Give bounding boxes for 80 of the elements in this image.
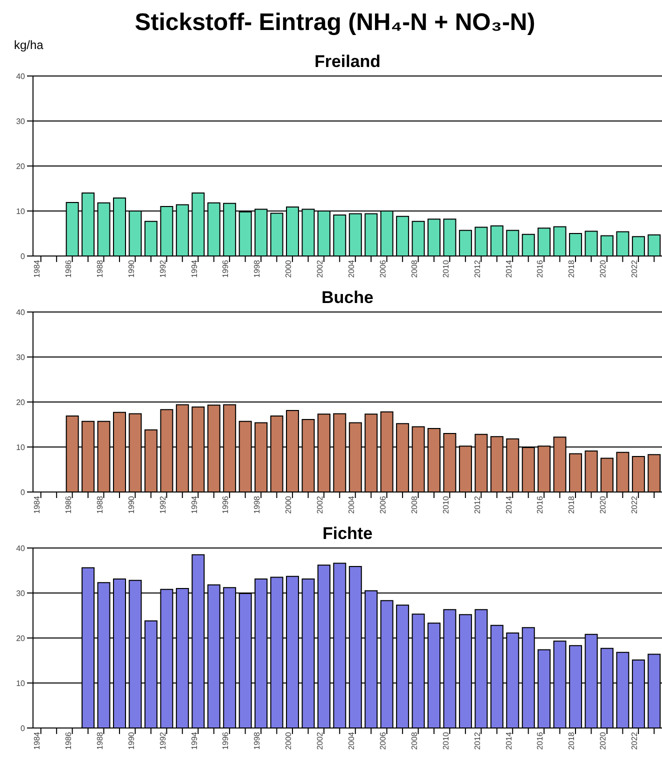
x-tick-label: 1988 <box>95 731 104 750</box>
x-tick-label: 2012 <box>472 731 482 750</box>
x-tick-label: 2004 <box>347 495 356 514</box>
x-tick-label: 2000 <box>284 259 294 278</box>
x-tick-label: 2016 <box>536 259 545 278</box>
x-tick-label: 1984 <box>32 731 42 750</box>
x-tick-label: 2020 <box>598 495 608 514</box>
x-tick-label: 1994 <box>190 495 199 514</box>
x-tick-label: 1988 <box>95 259 104 278</box>
x-tick-label: 2016 <box>536 495 545 514</box>
y-tick-label: 0 <box>20 488 26 497</box>
chart-subtitle: Freiland <box>314 52 381 71</box>
x-tick-label: 1990 <box>126 731 136 750</box>
x-tick-label: 2016 <box>536 731 545 750</box>
x-tick-label: 1988 <box>95 495 104 514</box>
x-tick-label: 2018 <box>567 731 576 750</box>
x-tick-label: 2012 <box>472 259 482 278</box>
x-tick-label: 1998 <box>252 495 262 514</box>
x-tick-label: 1984 <box>32 259 42 278</box>
x-tick-label: 2002 <box>316 495 325 514</box>
y-tick-label: 20 <box>16 634 26 643</box>
y-tick-label: 40 <box>16 308 26 317</box>
x-tick-label: 1990 <box>126 259 136 278</box>
x-tick-label: 2000 <box>284 731 294 750</box>
x-tick-label: 1996 <box>221 731 230 750</box>
x-tick-label: 1996 <box>221 259 230 278</box>
x-tick-label: 1998 <box>252 731 262 750</box>
x-tick-label: 2022 <box>630 731 640 750</box>
x-tick-label: 2002 <box>316 731 325 750</box>
y-axis-title: kg/ha <box>13 38 44 52</box>
x-tick-label: 1986 <box>64 495 73 514</box>
x-tick-label: 1994 <box>190 731 199 750</box>
x-tick-label: 2014 <box>504 731 514 750</box>
x-tick-label: 2008 <box>410 495 419 514</box>
chart-title: Fichte <box>322 524 373 543</box>
x-tick-label: 2020 <box>598 259 608 278</box>
x-tick-label: 1996 <box>221 495 230 514</box>
x-tick-label: 1998 <box>252 259 262 278</box>
y-tick-label: 10 <box>16 206 26 216</box>
x-tick-label: 2008 <box>410 259 419 278</box>
x-tick-label: 2000 <box>284 495 294 514</box>
x-tick-label: 2018 <box>567 495 576 514</box>
y-tick-label: 0 <box>20 252 26 261</box>
x-tick-label: 1994 <box>190 259 199 278</box>
x-tick-label: 2006 <box>378 731 388 750</box>
chart-title: Stickstoff- Eintrag (NH₄-N + NO₃-N) <box>134 8 536 38</box>
x-tick-label: 1986 <box>64 259 73 278</box>
y-tick-label: 0 <box>20 724 26 733</box>
x-tick-label: 2002 <box>316 259 325 278</box>
x-tick-label: 2010 <box>441 495 450 514</box>
y-tick-label: 10 <box>16 678 26 688</box>
x-tick-label: 2006 <box>378 495 388 514</box>
y-tick-label: 20 <box>16 162 26 171</box>
x-tick-label: 2018 <box>567 259 576 278</box>
x-tick-label: 1984 <box>32 495 42 514</box>
y-tick-label: 30 <box>16 588 26 598</box>
x-tick-label: 2014 <box>504 495 514 514</box>
y-tick-label: 30 <box>16 352 26 362</box>
x-tick-label: 2004 <box>347 259 356 278</box>
y-tick-label: 40 <box>16 72 26 81</box>
x-tick-label: 2008 <box>410 731 419 750</box>
chart-title: Buche <box>322 288 374 307</box>
x-tick-label: 1990 <box>126 495 136 514</box>
x-tick-label: 1986 <box>64 731 73 750</box>
x-tick-label: 2006 <box>378 259 388 278</box>
x-tick-label: 2004 <box>347 731 356 750</box>
x-tick-label: 2022 <box>630 259 640 278</box>
y-tick-label: 20 <box>16 398 26 407</box>
x-tick-label: 2020 <box>598 731 608 750</box>
y-tick-label: 40 <box>16 544 26 553</box>
x-tick-label: 1992 <box>158 259 168 278</box>
x-tick-label: 1992 <box>158 731 168 750</box>
x-tick-label: 2010 <box>441 731 450 750</box>
x-tick-label: 2010 <box>441 259 450 278</box>
x-tick-label: 2022 <box>630 495 640 514</box>
x-tick-label: 1992 <box>158 495 168 514</box>
x-tick-label: 2012 <box>472 495 482 514</box>
x-tick-label: 2014 <box>504 259 514 278</box>
y-tick-label: 30 <box>16 116 26 126</box>
y-tick-label: 10 <box>16 442 26 452</box>
